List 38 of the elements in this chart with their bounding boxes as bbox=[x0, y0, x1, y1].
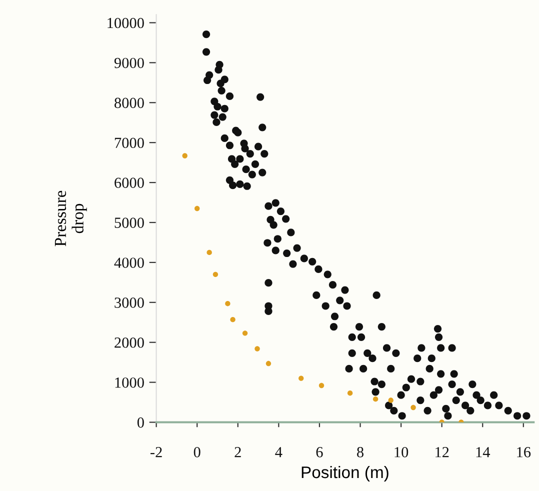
x-tick-label: 14 bbox=[476, 447, 490, 458]
point bbox=[372, 396, 378, 402]
y-tick-label: 2000 bbox=[114, 337, 144, 348]
point bbox=[212, 272, 218, 278]
x-tick-label: 6 bbox=[316, 447, 323, 458]
point bbox=[194, 206, 200, 212]
point bbox=[182, 153, 188, 158]
x-tick-label: -2 bbox=[150, 447, 162, 458]
point bbox=[225, 301, 230, 306]
y-tick-label: 6000 bbox=[114, 178, 144, 188]
point bbox=[230, 316, 236, 322]
x-tick-label: 8 bbox=[357, 447, 364, 458]
x-axis-title: Position (m) bbox=[302, 466, 388, 482]
y-tick-label: 9000 bbox=[114, 58, 144, 68]
point bbox=[388, 398, 394, 403]
y-tick-label: 10000 bbox=[108, 18, 144, 28]
y-tick-label: 0 bbox=[137, 417, 144, 428]
x-tick-label: 0 bbox=[194, 447, 200, 458]
point bbox=[347, 390, 353, 396]
y-tick-label: 1000 bbox=[115, 377, 144, 388]
point bbox=[266, 360, 272, 366]
x-tick-label: 10 bbox=[394, 447, 408, 458]
x-tick-label: 2 bbox=[234, 447, 241, 458]
y-axis-title: Pressure drop bbox=[54, 190, 87, 246]
x-tick-label: 12 bbox=[436, 447, 449, 458]
y-tick-label: 8000 bbox=[114, 98, 144, 108]
x-tick-label: 4 bbox=[275, 447, 282, 458]
y-tick-label: 4000 bbox=[114, 258, 144, 268]
point bbox=[298, 376, 304, 381]
y-tick-label: 5000 bbox=[114, 218, 144, 228]
point bbox=[206, 250, 212, 256]
point bbox=[242, 330, 248, 336]
y-tick-label: 3000 bbox=[114, 298, 144, 308]
x-tick-label: 16 bbox=[517, 447, 531, 458]
y-tick-label: 7000 bbox=[114, 138, 144, 148]
point bbox=[410, 404, 416, 410]
point bbox=[318, 382, 324, 388]
point bbox=[254, 346, 260, 352]
